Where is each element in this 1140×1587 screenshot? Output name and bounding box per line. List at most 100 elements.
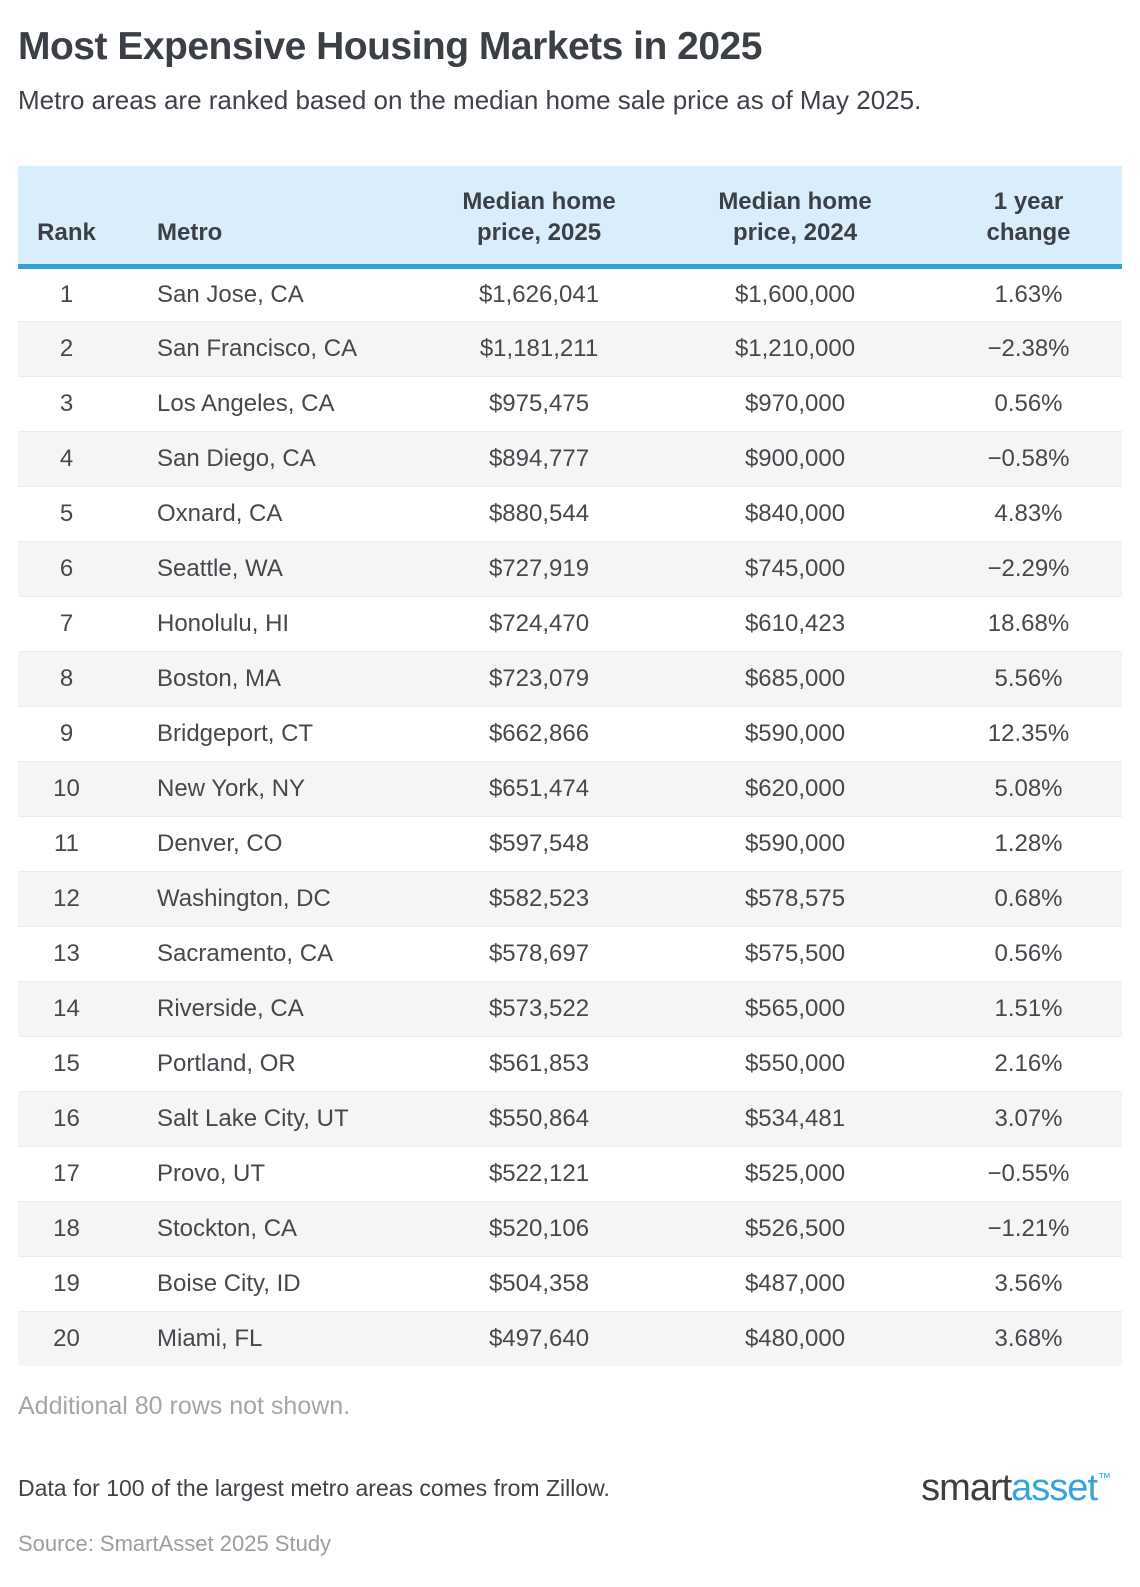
cell-rank: 5 — [59, 499, 74, 527]
header-metro: Metro — [115, 166, 423, 269]
table-row: 4 San Diego, CA $894,777 $900,000 −0.58% — [18, 431, 1122, 487]
cell-rank: 8 — [59, 664, 74, 692]
table-row: 19 Boise City, ID $504,358 $487,000 3.56% — [18, 1256, 1122, 1311]
cell-price-2024: $526,500 — [744, 1214, 846, 1242]
cell-rank: 10 — [53, 774, 80, 802]
cell-1-year-change: 12.35% — [987, 719, 1070, 747]
cell-metro: Denver, CO — [157, 829, 283, 857]
table-row: 17 Provo, UT $522,121 $525,000 −0.55% — [18, 1146, 1122, 1201]
logo-text-smart: smart — [921, 1467, 1012, 1510]
smartasset-logo: smartasset™ — [921, 1467, 1122, 1510]
cell-price-2024: $550,000 — [744, 1049, 846, 1077]
data-source-note: Data for 100 of the largest metro areas … — [18, 1475, 610, 1502]
cell-1-year-change: −0.55% — [987, 1159, 1070, 1187]
cell-metro: Honolulu, HI — [157, 609, 290, 637]
cell-1-year-change: 5.08% — [994, 774, 1063, 802]
header-change-line2: change — [986, 219, 1071, 247]
cell-price-2025: $662,866 — [488, 719, 590, 747]
cell-1-year-change: −2.29% — [987, 554, 1070, 582]
cell-price-2025: $504,358 — [488, 1269, 590, 1297]
cell-1-year-change: −2.38% — [987, 334, 1070, 362]
cell-price-2024: $487,000 — [744, 1269, 846, 1297]
cell-rank: 18 — [53, 1214, 80, 1242]
header-price-2025: Median home price, 2025 — [423, 166, 655, 269]
header-price-2025-line2: price, 2025 — [476, 219, 602, 247]
cell-metro: Provo, UT — [157, 1159, 266, 1187]
table-row: 9 Bridgeport, CT $662,866 $590,000 12.35% — [18, 706, 1122, 761]
cell-metro: Portland, OR — [157, 1049, 296, 1077]
cell-metro: Los Angeles, CA — [157, 389, 335, 417]
cell-price-2025: $727,919 — [488, 554, 590, 582]
table-row: 16 Salt Lake City, UT $550,864 $534,481 3.07… — [18, 1091, 1122, 1147]
cell-1-year-change: 18.68% — [987, 609, 1070, 637]
table-row: 11 Denver, CO $597,548 $590,000 1.28% — [18, 816, 1122, 871]
cell-rank: 13 — [53, 939, 80, 967]
cell-metro: Riverside, CA — [157, 994, 304, 1022]
cell-rank: 1 — [59, 280, 74, 308]
cell-rank: 11 — [54, 829, 79, 857]
cell-rank: 7 — [59, 609, 74, 637]
header-price-2024: Median home price, 2024 — [655, 166, 935, 269]
cell-metro: Miami, FL — [157, 1324, 263, 1352]
cell-metro: San Francisco, CA — [157, 334, 358, 362]
cell-metro: Seattle, WA — [157, 554, 283, 582]
table-row: 5 Oxnard, CA $880,544 $840,000 4.83% — [18, 486, 1122, 541]
cell-1-year-change: 3.07% — [994, 1104, 1063, 1132]
cell-price-2025: $894,777 — [488, 444, 590, 472]
cell-price-2024: $1,600,000 — [734, 280, 856, 308]
page-title: Most Expensive Housing Markets in 2025 — [18, 25, 762, 68]
cell-price-2024: $590,000 — [744, 829, 846, 857]
cell-metro: San Jose, CA — [157, 280, 304, 308]
cell-metro: Bridgeport, CT — [157, 719, 314, 747]
cell-price-2024: $900,000 — [744, 444, 846, 472]
table-row: 12 Washington, DC $582,523 $578,575 0.68% — [18, 871, 1122, 927]
table-row: 7 Honolulu, HI $724,470 $610,423 18.68% — [18, 596, 1122, 651]
cell-price-2024: $575,500 — [744, 939, 846, 967]
cell-price-2025: $522,121 — [488, 1159, 590, 1187]
cell-1-year-change: 4.83% — [994, 499, 1063, 527]
cell-rank: 9 — [59, 719, 74, 747]
header-rank: Rank — [18, 166, 115, 269]
table-row: 6 Seattle, WA $727,919 $745,000 −2.29% — [18, 541, 1122, 597]
cell-price-2024: $610,423 — [744, 609, 846, 637]
cell-1-year-change: 5.56% — [994, 664, 1063, 692]
study-source-note: Source: SmartAsset 2025 Study — [18, 1531, 332, 1557]
cell-price-2025: $1,626,041 — [478, 280, 600, 308]
additional-rows-note: Additional 80 rows not shown. — [18, 1392, 351, 1421]
cell-price-2024: $1,210,000 — [734, 334, 856, 362]
cell-price-2025: $880,544 — [488, 499, 590, 527]
cell-rank: 14 — [53, 994, 80, 1022]
cell-price-2024: $840,000 — [744, 499, 846, 527]
cell-rank: 12 — [53, 884, 80, 912]
cell-price-2025: $578,697 — [488, 939, 590, 967]
cell-rank: 3 — [59, 389, 74, 417]
cell-metro: Boise City, ID — [157, 1269, 301, 1297]
table-row: 2 San Francisco, CA $1,181,211 $1,210,000 −2… — [18, 321, 1122, 377]
trademark-symbol: ™ — [1098, 1470, 1111, 1486]
cell-price-2024: $620,000 — [744, 774, 846, 802]
cell-1-year-change: 1.51% — [994, 994, 1063, 1022]
housing-markets-table: Rank Metro Median home price, 2025 Median… — [18, 166, 1122, 1367]
header-price-2024-line1: Median home — [718, 188, 872, 216]
cell-price-2024: $590,000 — [744, 719, 846, 747]
table-row: 13 Sacramento, CA $578,697 $575,500 0.56% — [18, 926, 1122, 981]
table-row: 3 Los Angeles, CA $975,475 $970,000 0.56% — [18, 376, 1122, 431]
cell-price-2025: $561,853 — [488, 1049, 590, 1077]
cell-metro: Stockton, CA — [157, 1214, 298, 1242]
footer: Data for 100 of the largest metro areas … — [18, 1467, 1122, 1510]
cell-price-2024: $970,000 — [744, 389, 846, 417]
table-row: 8 Boston, MA $723,079 $685,000 5.56% — [18, 651, 1122, 707]
cell-price-2024: $565,000 — [744, 994, 846, 1022]
cell-rank: 4 — [59, 444, 74, 472]
cell-price-2025: $582,523 — [488, 884, 590, 912]
table-row: 15 Portland, OR $561,853 $550,000 2.16% — [18, 1036, 1122, 1091]
cell-rank: 19 — [53, 1269, 80, 1297]
cell-rank: 2 — [59, 334, 74, 362]
cell-price-2025: $724,470 — [488, 609, 590, 637]
cell-metro: Boston, MA — [157, 664, 282, 692]
cell-price-2025: $573,522 — [488, 994, 590, 1022]
cell-price-2025: $651,474 — [488, 774, 590, 802]
cell-price-2025: $975,475 — [488, 389, 590, 417]
cell-1-year-change: 0.56% — [994, 939, 1063, 967]
